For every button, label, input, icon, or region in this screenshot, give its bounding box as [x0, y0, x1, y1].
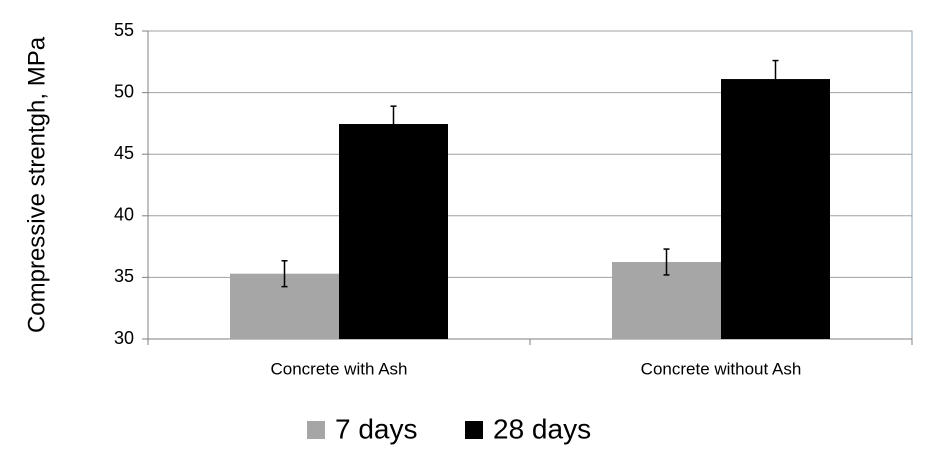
y-tick-label: 45 [114, 143, 134, 163]
bar [339, 124, 448, 340]
error-bar [390, 105, 397, 143]
y-tick-label: 30 [114, 328, 134, 348]
error-bar [281, 260, 288, 288]
legend-label: 7 days [335, 413, 418, 444]
x-tick-label: Concrete without Ash [641, 359, 802, 378]
error-bar [772, 59, 779, 99]
legend-swatch [307, 421, 325, 439]
error-bar [663, 248, 670, 276]
y-tick-label: 40 [114, 205, 134, 225]
y-tick-label: 55 [114, 20, 134, 40]
legend-swatch [465, 421, 483, 439]
legend-label: 28 days [493, 413, 591, 444]
y-tick-label: 35 [114, 266, 134, 286]
x-tick-label: Concrete with Ash [270, 359, 407, 378]
bar [721, 79, 830, 339]
y-axis-label: Compressive strentgh, MPa [23, 36, 50, 333]
y-tick-label: 50 [114, 81, 134, 101]
